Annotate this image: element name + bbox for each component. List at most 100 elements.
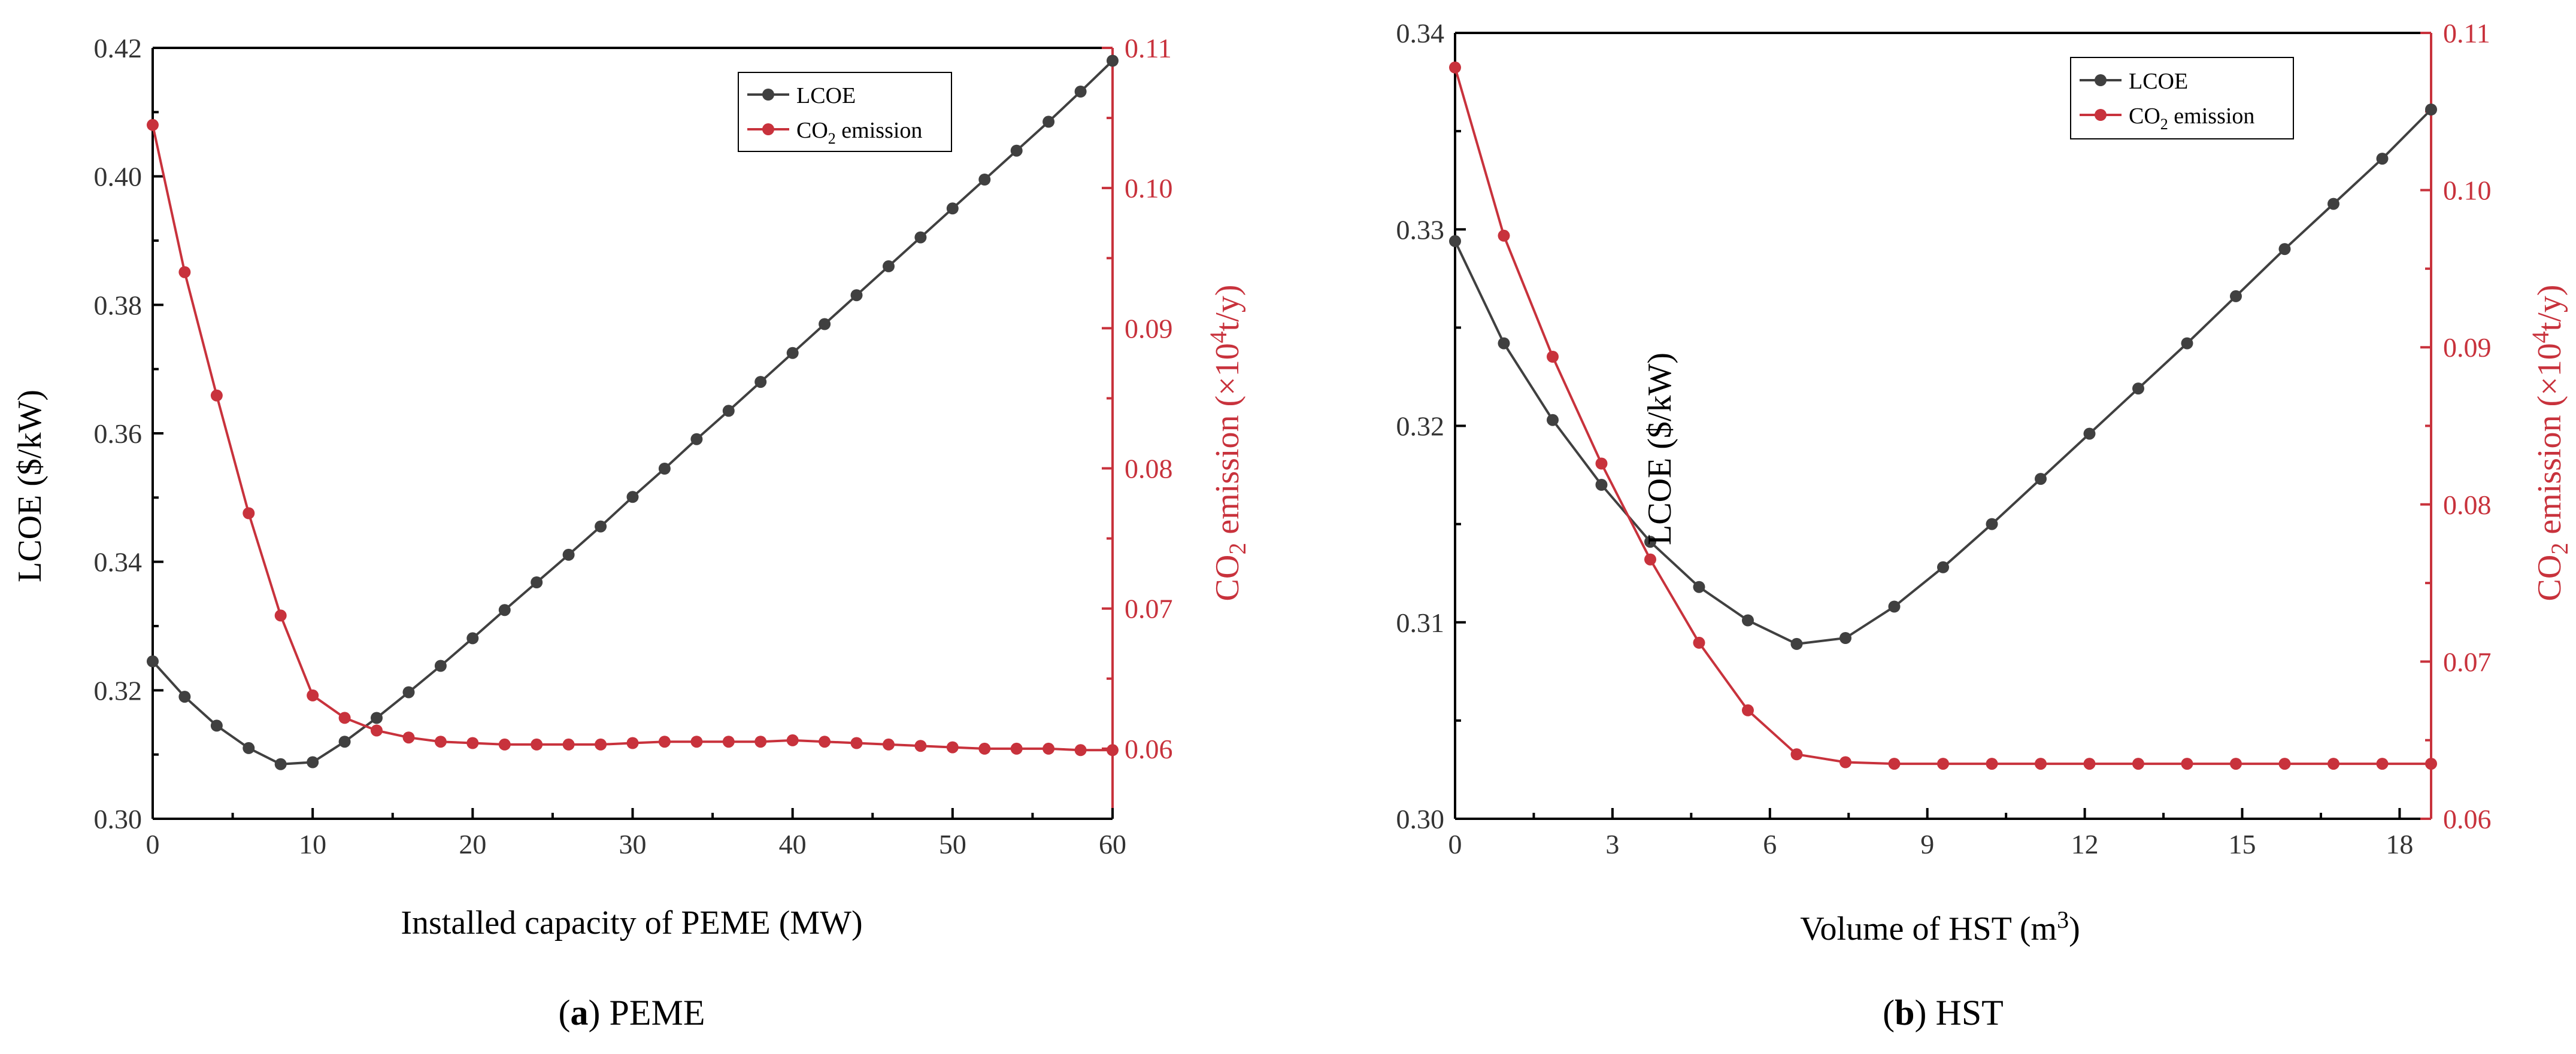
y2-tick-label: 0.09 xyxy=(2443,332,2492,363)
data-point-co2-emission xyxy=(2278,758,2291,770)
data-point-lcoe xyxy=(1986,518,1998,530)
legend-lcoe-marker xyxy=(762,89,774,101)
data-point-co2-emission xyxy=(595,738,607,751)
data-point-lcoe xyxy=(371,712,383,724)
data-point-co2-emission xyxy=(178,266,191,278)
y-tick-label: 0.38 xyxy=(94,290,143,320)
data-point-lcoe xyxy=(402,686,415,698)
data-point-co2-emission xyxy=(1449,61,1461,74)
data-point-co2-emission xyxy=(2425,758,2437,770)
data-point-lcoe xyxy=(338,736,351,748)
data-point-co2-emission xyxy=(2181,758,2193,770)
legend-box xyxy=(738,72,952,152)
data-point-lcoe xyxy=(2230,290,2242,302)
data-point-co2-emission xyxy=(946,741,959,754)
data-point-lcoe xyxy=(690,433,703,445)
y-tick-label: 0.30 xyxy=(94,804,143,834)
data-point-co2-emission xyxy=(1595,457,1608,470)
legend-box xyxy=(2070,57,2294,139)
y-tick-label: 0.32 xyxy=(94,675,143,706)
data-point-lcoe xyxy=(562,548,575,561)
x-tick-label: 60 xyxy=(1099,829,1126,859)
y2-axis-label: CO2 emission (×104t/y) xyxy=(1205,285,1251,602)
series-line-co2-emission xyxy=(1454,67,2431,766)
data-point-lcoe xyxy=(2278,243,2291,256)
data-point-co2-emission xyxy=(307,689,319,701)
y2-tick-label: 0.07 xyxy=(2443,646,2492,677)
data-point-lcoe xyxy=(2132,382,2144,395)
data-point-co2-emission xyxy=(786,734,799,746)
data-point-co2-emission xyxy=(914,740,927,752)
data-point-lcoe xyxy=(1790,637,1803,650)
data-point-lcoe xyxy=(2376,153,2389,165)
data-point-lcoe xyxy=(498,604,511,616)
x-tick-label: 30 xyxy=(619,829,647,859)
data-point-co2-emission xyxy=(402,731,415,744)
x-tick-label: 18 xyxy=(2386,829,2413,859)
data-point-co2-emission xyxy=(1839,756,1851,769)
caption-a: (a) PEME xyxy=(559,993,705,1032)
data-point-lcoe xyxy=(658,463,671,475)
data-point-lcoe xyxy=(274,758,287,770)
y2-tick-label: 0.08 xyxy=(1125,454,1173,484)
y-axis-label: LCOE ($/kW) xyxy=(11,390,49,582)
data-point-co2-emission xyxy=(722,736,735,748)
data-point-lcoe xyxy=(1693,581,1705,593)
data-point-co2-emission xyxy=(1937,758,1949,770)
y-tick-label: 0.30 xyxy=(1396,804,1445,834)
x-tick-label: 20 xyxy=(459,829,486,859)
data-point-lcoe xyxy=(1742,614,1754,627)
data-point-co2-emission xyxy=(2376,758,2389,770)
y-tick-label: 0.34 xyxy=(1396,18,1445,48)
x-tick-label: 10 xyxy=(299,829,326,859)
y-tick-label: 0.32 xyxy=(1396,411,1445,442)
data-point-co2-emission xyxy=(1742,704,1754,716)
data-point-co2-emission xyxy=(1547,351,1559,363)
data-point-lcoe xyxy=(1449,235,1461,247)
data-point-co2-emission xyxy=(626,737,639,749)
data-point-lcoe xyxy=(1107,54,1119,67)
data-point-lcoe xyxy=(1595,479,1608,491)
data-point-lcoe xyxy=(466,632,479,645)
legend-co2-marker xyxy=(762,123,774,135)
data-point-lcoe xyxy=(786,347,799,359)
data-point-lcoe xyxy=(978,174,991,186)
data-point-lcoe xyxy=(307,756,319,769)
x-tick-label: 6 xyxy=(1763,829,1777,859)
data-point-co2-emission xyxy=(883,738,895,751)
data-point-co2-emission xyxy=(819,736,831,748)
x-tick-label: 12 xyxy=(2071,829,2099,859)
data-point-lcoe xyxy=(1074,86,1087,98)
data-point-co2-emission xyxy=(147,119,159,131)
data-point-lcoe xyxy=(754,376,767,388)
data-point-lcoe xyxy=(1644,536,1656,548)
x-tick-label: 15 xyxy=(2229,829,2256,859)
y-tick-label: 0.31 xyxy=(1396,608,1445,638)
legend-lcoe-label: LCOE xyxy=(796,83,856,108)
data-point-lcoe xyxy=(914,231,927,244)
x-tick-label: 0 xyxy=(146,829,160,859)
data-point-lcoe xyxy=(1839,632,1851,644)
y2-tick-label: 0.11 xyxy=(1125,33,1172,63)
caption-b: (b) HST xyxy=(1883,993,2004,1032)
legend-lcoe-marker xyxy=(2095,74,2107,86)
data-point-lcoe xyxy=(819,318,831,330)
data-point-lcoe xyxy=(1010,144,1023,157)
data-point-co2-emission xyxy=(1986,758,1998,770)
data-point-co2-emission xyxy=(2083,758,2096,770)
data-point-co2-emission xyxy=(498,738,511,751)
data-point-co2-emission xyxy=(1107,744,1119,757)
data-point-co2-emission xyxy=(562,738,575,751)
y-tick-label: 0.40 xyxy=(94,162,143,192)
data-point-lcoe xyxy=(595,520,607,533)
data-point-co2-emission xyxy=(274,609,287,622)
y2-tick-label: 0.08 xyxy=(2443,490,2492,520)
y2-tick-label: 0.09 xyxy=(1125,313,1173,344)
y2-tick-label: 0.07 xyxy=(1125,594,1173,624)
chart-panel-peme: 0 10 20 30 40 50 60 0.30 0.32 0.34 0.36 0.38 0.40 0.4… xyxy=(11,33,1251,1032)
legend: LCOE CO2 emission xyxy=(2070,57,2294,139)
y2-axis-label: CO2 emission (×104t/y) xyxy=(2527,285,2573,602)
data-point-co2-emission xyxy=(434,736,447,748)
data-point-lcoe xyxy=(946,202,959,215)
